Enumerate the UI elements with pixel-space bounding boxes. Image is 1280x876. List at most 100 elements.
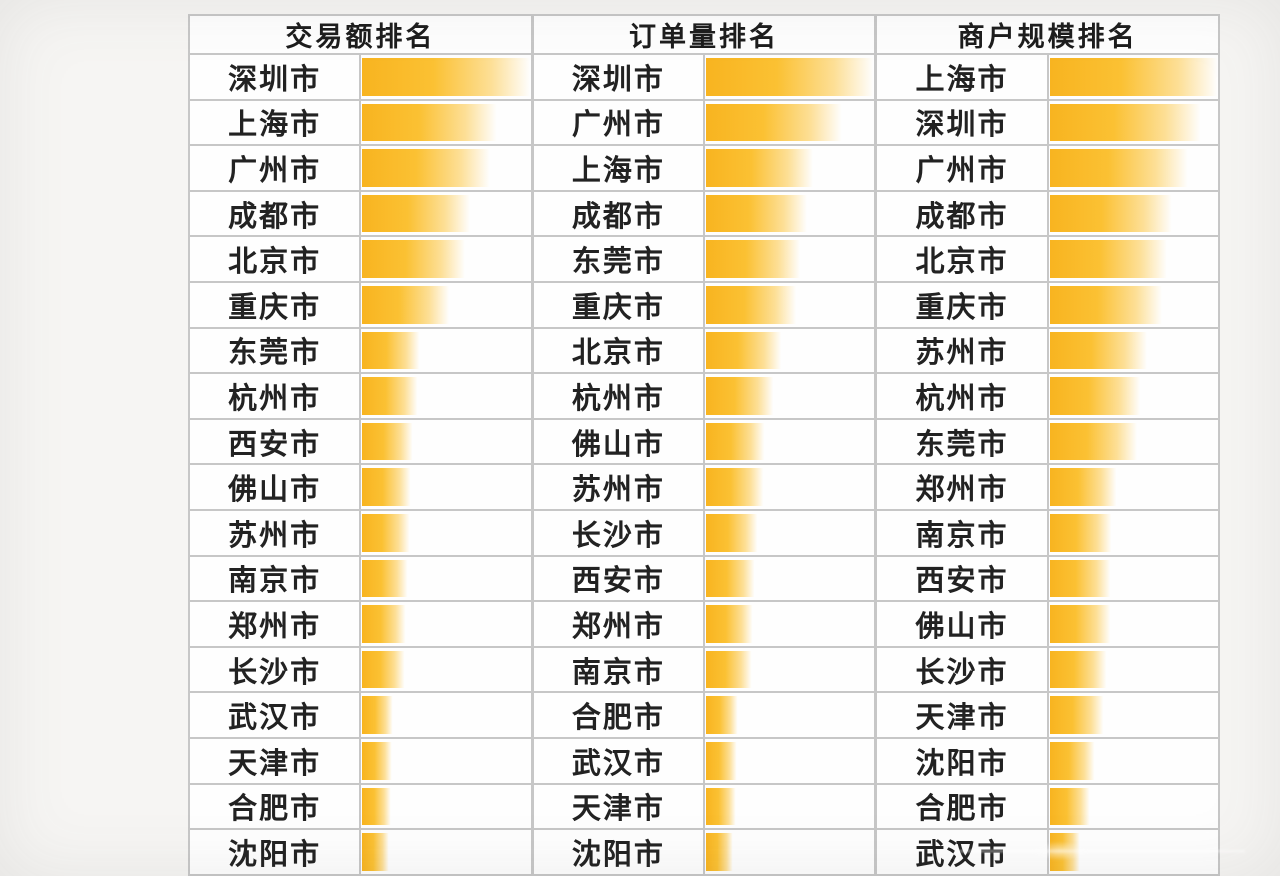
city-label: 合肥市 (877, 784, 1047, 829)
data-bar (1049, 605, 1111, 643)
data-bar (362, 149, 492, 187)
data-bar (706, 468, 764, 506)
city-label: 杭州市 (190, 374, 360, 418)
data-bar (362, 741, 392, 780)
bar-cell (705, 282, 875, 327)
bar-cell (1048, 556, 1219, 601)
data-bar (1049, 422, 1138, 461)
ranking-group-merchant-scale: 商户规模排名 上海市 深圳市 广州市 成都市 北京市 重庆市 苏州市 杭州市 东莞市 郑州市 南京市… (877, 16, 1219, 874)
city-label: 深圳市 (190, 55, 360, 99)
bar-cell (1048, 647, 1219, 692)
city-label: 苏州市 (877, 328, 1047, 373)
bar-cell (361, 328, 531, 373)
city-label: 重庆市 (877, 282, 1047, 327)
city-label: 天津市 (877, 693, 1047, 737)
bar-cell (1048, 100, 1219, 145)
city-label: 成都市 (877, 191, 1047, 236)
city-label: 郑州市 (190, 602, 360, 646)
city-label: 西安市 (190, 419, 360, 464)
city-label: 郑州市 (533, 602, 703, 646)
data-bar (1049, 58, 1219, 96)
bar-cell (1048, 419, 1219, 464)
city-label: 西安市 (533, 556, 703, 601)
bar-cell (705, 374, 875, 418)
data-bar (1049, 741, 1096, 780)
data-bar (1049, 468, 1118, 506)
data-bar (706, 422, 766, 461)
ranking-group-order-volume: 订单量排名 深圳市 广州市 上海市 成都市 东莞市 重庆市 北京市 杭州市 佛山市 苏州市 长沙市西… (533, 16, 875, 874)
data-bar (362, 787, 392, 826)
city-label: 佛山市 (877, 602, 1047, 646)
bar-cell (705, 647, 875, 692)
bar-cell (361, 647, 531, 692)
data-bar (706, 787, 737, 826)
city-label: 合肥市 (190, 784, 360, 829)
bar-cell (1048, 237, 1219, 281)
data-bar (1049, 696, 1104, 734)
bar-cell (361, 100, 531, 145)
bar-cell (705, 237, 875, 281)
city-label: 合肥市 (533, 693, 703, 737)
data-bar (1049, 559, 1112, 598)
bar-cell (361, 556, 531, 601)
city-label: 广州市 (877, 146, 1047, 190)
data-bar (362, 422, 414, 461)
city-label: 上海市 (533, 146, 703, 190)
data-bar (362, 331, 420, 370)
city-label: 苏州市 (533, 465, 703, 509)
data-bar (1049, 331, 1148, 370)
data-bar (706, 331, 783, 370)
data-bar (362, 513, 410, 552)
city-label: 武汉市 (877, 830, 1047, 874)
city-label: 苏州市 (190, 510, 360, 555)
city-label: 东莞市 (190, 328, 360, 373)
data-bar (706, 377, 774, 415)
data-bar (362, 650, 405, 689)
city-label: 南京市 (877, 510, 1047, 555)
city-label: 深圳市 (533, 55, 703, 99)
bar-cell (1048, 830, 1219, 874)
bar-cell (705, 830, 875, 874)
city-label: 成都市 (190, 191, 360, 236)
bar-cell (1048, 693, 1219, 737)
bar-cell (361, 693, 531, 737)
data-bar (706, 650, 752, 689)
bar-cell (705, 191, 875, 236)
city-label: 西安市 (877, 556, 1047, 601)
data-bar (706, 194, 808, 233)
bar-cell (361, 602, 531, 646)
city-label: 杭州市 (533, 374, 703, 418)
city-label: 武汉市 (533, 738, 703, 783)
data-bar (706, 58, 875, 96)
city-label: 东莞市 (533, 237, 703, 281)
city-label: 深圳市 (877, 100, 1047, 145)
data-bar (362, 103, 498, 142)
bar-cell (1048, 374, 1219, 418)
bar-cell (1048, 784, 1219, 829)
data-bar (362, 194, 471, 233)
city-label: 长沙市 (533, 510, 703, 555)
data-bar (362, 833, 390, 871)
bar-cell (705, 465, 875, 509)
data-bar (362, 285, 451, 324)
bar-cell (1048, 191, 1219, 236)
bar-cell (361, 784, 531, 829)
bar-cell (705, 738, 875, 783)
data-bar (1049, 377, 1142, 415)
data-bar (706, 833, 734, 871)
data-bar (706, 149, 815, 187)
city-label: 成都市 (533, 191, 703, 236)
data-bar (706, 741, 738, 780)
city-label: 北京市 (190, 237, 360, 281)
bar-cell (1048, 146, 1219, 190)
data-bar (1049, 194, 1174, 233)
bar-cell (361, 419, 531, 464)
city-label: 北京市 (877, 237, 1047, 281)
bar-cell (361, 282, 531, 327)
bar-cell (361, 374, 531, 418)
city-label: 东莞市 (877, 419, 1047, 464)
data-bar (1049, 787, 1091, 826)
city-label: 重庆市 (190, 282, 360, 327)
bar-cell (1048, 55, 1219, 99)
group-title-merchant-scale: 商户规模排名 (877, 16, 1219, 53)
